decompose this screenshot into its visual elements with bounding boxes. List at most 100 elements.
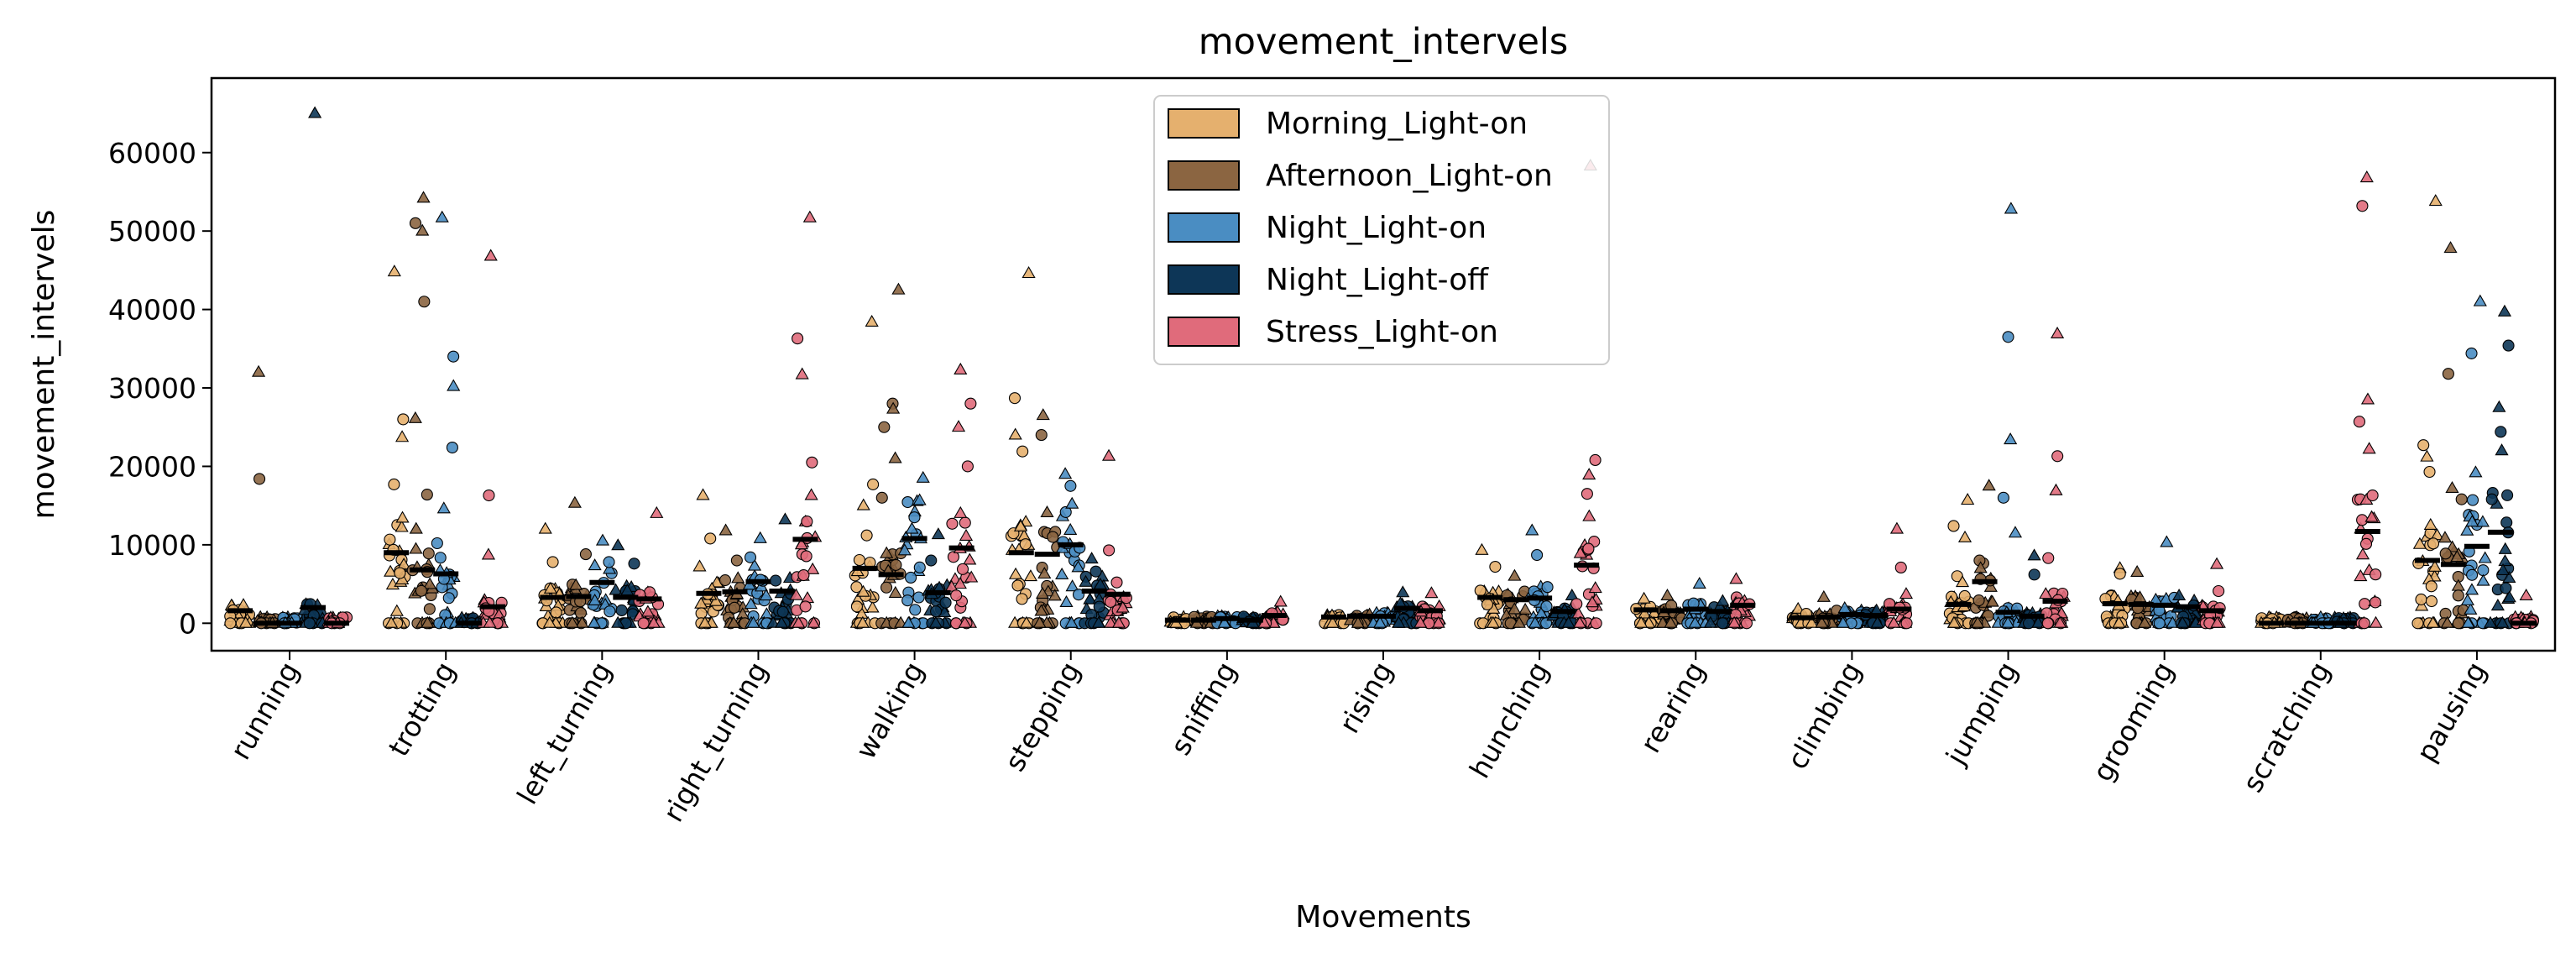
data-point — [2438, 531, 2453, 543]
data-point — [2053, 615, 2067, 628]
outlier-point — [1103, 544, 1116, 557]
data-point — [1071, 560, 1085, 573]
outlier-point — [538, 521, 552, 534]
data-point — [394, 520, 409, 532]
outlier-point — [806, 456, 818, 469]
outlier-point — [1273, 594, 1288, 607]
data-point — [1048, 589, 1062, 601]
data-point — [888, 585, 902, 598]
data-point — [423, 577, 437, 589]
data-point — [1946, 615, 1962, 628]
outlier-point — [2364, 510, 2379, 522]
outlier-point — [2423, 465, 2436, 479]
outlier-point — [753, 531, 767, 543]
data-point — [1573, 615, 1587, 628]
data-point — [2502, 590, 2516, 603]
outlier-point — [1489, 560, 1502, 573]
outlier-point — [792, 332, 804, 345]
data-point — [865, 600, 880, 613]
data-point — [2359, 537, 2373, 550]
data-point — [574, 606, 588, 620]
data-point — [2039, 587, 2053, 599]
outlier-point — [1008, 427, 1022, 440]
outlier-point — [692, 559, 707, 572]
data-point — [727, 615, 741, 628]
data-point — [1590, 617, 1602, 630]
data-point — [1958, 589, 1971, 603]
outlier-point — [421, 489, 433, 501]
data-point — [2450, 550, 2464, 563]
data-point — [1217, 615, 1231, 628]
outlier-point — [446, 441, 458, 454]
outlier-point — [1581, 488, 1593, 500]
legend-swatch — [1168, 212, 1240, 243]
data-point — [964, 570, 979, 583]
outlier-point — [1729, 572, 1743, 584]
data-point — [384, 564, 398, 577]
y-tick-label: 0 — [179, 607, 196, 640]
outlier-point — [1424, 586, 1439, 599]
outlier-point — [2004, 202, 2018, 214]
data-point — [1008, 567, 1023, 579]
data-point — [1507, 602, 1522, 615]
data-point — [1972, 594, 1985, 607]
data-point — [959, 528, 974, 541]
data-point — [2355, 547, 2370, 560]
outlier-point — [1064, 479, 1077, 492]
data-point — [1065, 579, 1079, 592]
data-point — [901, 495, 914, 509]
data-point — [792, 615, 806, 628]
data-point — [890, 558, 902, 571]
y-tick-label: 60000 — [108, 137, 196, 170]
data-point — [543, 581, 558, 594]
data-point — [1540, 600, 1553, 613]
data-point — [2460, 523, 2474, 536]
data-point — [303, 617, 316, 630]
data-point — [2464, 583, 2479, 595]
outlier-point — [2130, 564, 2145, 578]
data-point — [1072, 589, 1085, 601]
outlier-point — [888, 451, 902, 463]
data-point — [1016, 593, 1028, 605]
legend-box — [1153, 95, 1610, 365]
legend-label: Afternoon_Light-on — [1266, 159, 1553, 193]
data-points — [223, 106, 2539, 630]
data-point — [1059, 594, 1074, 607]
data-point — [953, 577, 967, 589]
outlier-point — [567, 495, 582, 508]
data-point — [850, 581, 863, 594]
outlier-point — [1525, 523, 1539, 536]
outlier-point — [795, 367, 809, 380]
data-point — [913, 561, 926, 573]
data-point — [1019, 538, 1032, 551]
data-point — [611, 615, 625, 628]
data-point — [2153, 617, 2166, 630]
data-point — [1413, 615, 1428, 628]
data-point — [2501, 489, 2514, 501]
outlier-point — [416, 191, 431, 203]
data-point — [856, 584, 870, 597]
data-point — [708, 594, 723, 606]
y-axis: 0 10000 20000 30000 40000 50000 60000 — [108, 137, 212, 640]
data-point — [2475, 515, 2490, 527]
data-point — [1887, 615, 1901, 628]
data-point — [901, 594, 914, 607]
outlier-point — [2466, 494, 2479, 506]
outlier-point — [856, 498, 870, 510]
data-point — [2133, 590, 2147, 603]
outlier-point — [908, 511, 921, 524]
outlier-point — [1582, 468, 1596, 480]
outlier-point — [395, 430, 410, 442]
data-point — [1032, 615, 1047, 628]
outlier-point — [409, 217, 422, 229]
data-point — [880, 581, 893, 594]
outlier-point — [2002, 331, 2014, 343]
outlier-point — [2008, 526, 2023, 538]
outlier-point — [744, 551, 757, 563]
outlier-point — [1065, 496, 1079, 509]
data-point — [1034, 604, 1048, 616]
data-point — [409, 542, 423, 554]
data-point — [603, 562, 617, 574]
mean-markers — [227, 528, 2537, 626]
data-point — [2031, 615, 2046, 628]
